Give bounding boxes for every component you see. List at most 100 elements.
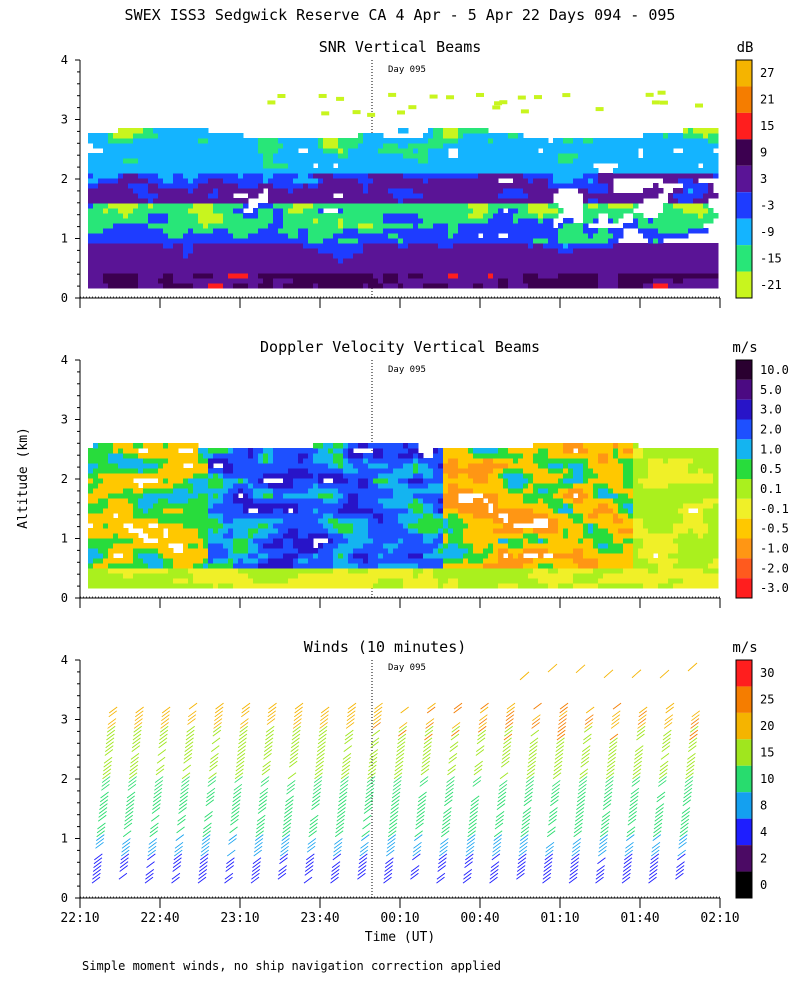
wind-barb xyxy=(523,795,533,803)
wind-barb xyxy=(520,826,530,834)
wind-barb xyxy=(287,772,297,780)
wind-barb xyxy=(606,760,616,768)
wind-barb xyxy=(598,841,608,849)
wind-barb xyxy=(174,845,183,853)
wind-barb xyxy=(472,780,482,787)
wind-barb xyxy=(206,787,216,795)
wind-barb xyxy=(294,706,303,714)
wind-barb xyxy=(612,702,622,710)
wind-barb xyxy=(608,749,617,756)
wind-barb xyxy=(213,718,223,725)
wind-barb xyxy=(478,722,487,729)
wind-barb xyxy=(581,753,590,760)
wind-barb xyxy=(197,876,207,884)
wind-barb xyxy=(652,834,662,841)
wind-barb xyxy=(599,834,609,841)
wind-barb xyxy=(650,849,660,857)
colorbar-label: 4 xyxy=(760,825,767,839)
wind-barb xyxy=(344,733,354,741)
wind-barb xyxy=(341,760,351,768)
wind-barb xyxy=(449,741,459,749)
wind-barb xyxy=(465,845,475,853)
wind-barb xyxy=(174,841,184,849)
wind-barb xyxy=(632,768,642,776)
wind-barb xyxy=(241,710,250,718)
wind-barb xyxy=(337,807,346,814)
y-axis-label: Altitude (km) xyxy=(16,427,31,529)
wind-barb xyxy=(133,729,142,737)
wind-barb xyxy=(424,733,433,741)
snr-day-marker: Day 095 xyxy=(388,65,426,75)
wind-barb xyxy=(506,706,515,714)
wind-barb xyxy=(237,749,246,756)
wind-barb xyxy=(684,783,693,791)
wind-barb xyxy=(444,791,454,799)
wind-barb xyxy=(288,760,298,768)
wind-barb xyxy=(387,830,397,838)
wind-barb xyxy=(442,818,451,826)
wind-barb xyxy=(240,718,249,725)
wind-barb xyxy=(202,826,212,834)
wind-barb xyxy=(96,834,105,841)
wind-barb xyxy=(340,772,350,780)
wind-barb xyxy=(543,865,552,872)
wind-barb xyxy=(259,787,269,795)
wind-barb xyxy=(212,729,222,737)
wind-barb xyxy=(638,706,648,714)
wind-barb xyxy=(427,702,436,710)
wind-barb xyxy=(466,838,476,845)
wind-barb xyxy=(518,849,527,857)
wind-barb xyxy=(634,753,643,760)
wind-barb xyxy=(103,760,112,768)
wind-barb xyxy=(280,841,290,849)
wind-barb xyxy=(688,741,697,749)
wind-barb xyxy=(551,780,561,787)
wind-barb xyxy=(384,861,394,869)
wind-barb xyxy=(316,745,326,752)
wind-barb xyxy=(583,725,593,733)
wind-barb xyxy=(267,706,277,714)
wind-barb xyxy=(262,760,271,768)
wind-barb xyxy=(493,830,503,838)
wind-barb xyxy=(419,780,429,787)
wind-barb xyxy=(606,764,616,772)
wind-barb xyxy=(312,787,322,795)
wind-barb xyxy=(410,869,420,876)
wind-barb xyxy=(665,706,674,714)
wind-barb xyxy=(230,811,240,818)
wind-barb xyxy=(385,857,394,865)
wind-barb xyxy=(365,787,375,795)
wind-barb xyxy=(303,876,313,884)
wind-barb xyxy=(653,822,663,830)
wind-barb xyxy=(551,783,561,791)
wind-barb xyxy=(251,869,261,876)
x-tick-label: 22:10 xyxy=(60,911,99,926)
wind-barb xyxy=(463,869,473,876)
wind-barb xyxy=(497,799,506,807)
colorbar-label: 2 xyxy=(760,851,767,865)
wind-barb xyxy=(333,841,343,849)
colorbar-swatch xyxy=(736,818,752,846)
wind-barb xyxy=(627,818,637,826)
wind-barb xyxy=(284,803,294,811)
colorbar-label: 3.0 xyxy=(760,403,782,417)
wind-barb xyxy=(657,780,667,787)
wind-barb xyxy=(107,718,117,725)
wind-barb xyxy=(364,795,374,803)
wind-barb xyxy=(283,818,292,826)
wind-barb xyxy=(121,841,131,849)
wind-barb xyxy=(267,710,277,718)
wind-barb xyxy=(607,756,616,764)
wind-barb xyxy=(392,780,402,787)
wind-barb xyxy=(307,841,316,849)
wind-barb xyxy=(624,849,633,857)
wind-barb xyxy=(358,857,368,865)
wind-barb xyxy=(292,722,302,729)
wind-barb xyxy=(531,722,540,729)
wind-barb xyxy=(282,822,292,830)
wind-barb xyxy=(474,760,483,768)
wind-barb xyxy=(385,849,395,857)
y-tick-label: 4 xyxy=(61,53,68,67)
wind-barb xyxy=(464,857,474,865)
